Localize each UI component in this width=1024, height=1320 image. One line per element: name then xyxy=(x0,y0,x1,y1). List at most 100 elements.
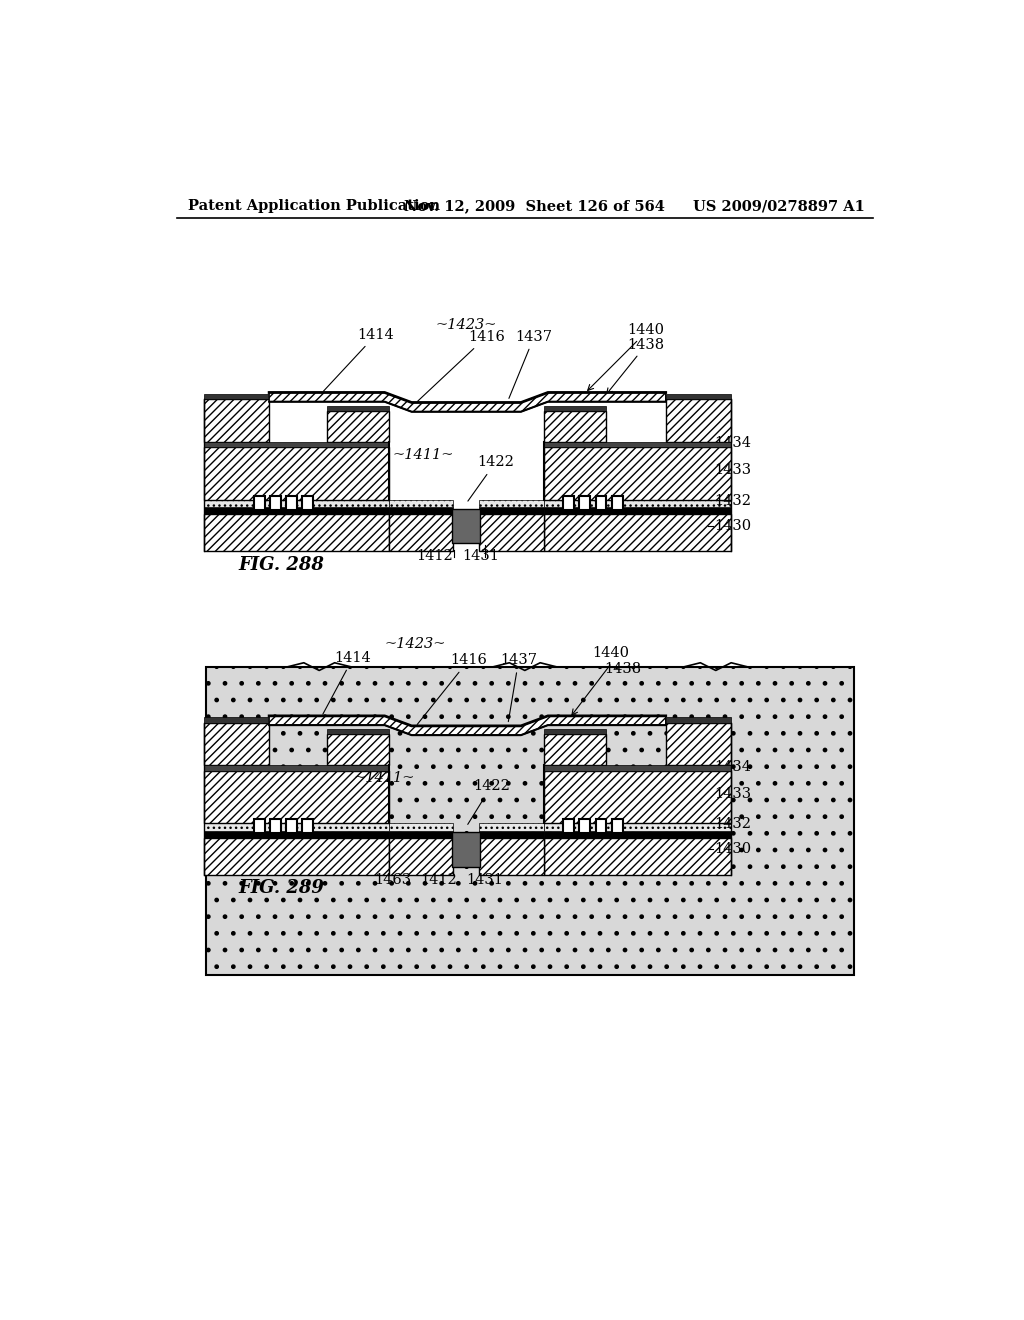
Bar xyxy=(544,405,605,411)
Bar xyxy=(596,495,606,510)
Bar xyxy=(666,718,731,723)
Text: 1422: 1422 xyxy=(468,779,510,825)
Bar xyxy=(596,818,606,833)
Text: 1416: 1416 xyxy=(417,653,487,725)
Bar xyxy=(544,442,731,447)
Text: 1437: 1437 xyxy=(509,330,553,399)
Bar xyxy=(544,830,731,838)
Text: ~1411~: ~1411~ xyxy=(392,447,454,462)
Bar xyxy=(327,405,388,411)
Text: 1434: 1434 xyxy=(714,760,752,774)
Text: 1433: 1433 xyxy=(714,463,752,478)
Bar xyxy=(204,447,388,499)
Bar xyxy=(611,495,623,510)
Text: 1412: 1412 xyxy=(417,549,453,564)
Bar xyxy=(388,499,454,507)
Text: 1432: 1432 xyxy=(714,817,752,832)
Bar xyxy=(479,499,544,507)
Bar xyxy=(544,447,731,499)
Text: FIG. 289: FIG. 289 xyxy=(239,879,325,898)
Bar xyxy=(204,718,269,723)
Bar xyxy=(563,495,574,510)
Bar xyxy=(327,734,388,766)
Text: 1432: 1432 xyxy=(714,494,752,508)
Text: ~1423~: ~1423~ xyxy=(435,318,497,331)
Bar xyxy=(204,400,269,442)
Polygon shape xyxy=(269,392,666,412)
Bar xyxy=(544,771,731,822)
Bar xyxy=(544,766,731,771)
Bar xyxy=(204,771,388,822)
Bar xyxy=(453,832,480,867)
Bar xyxy=(204,395,269,400)
Text: 1434: 1434 xyxy=(714,437,752,450)
Text: 1440: 1440 xyxy=(593,647,630,660)
Bar xyxy=(206,667,854,974)
Bar xyxy=(254,818,264,833)
Bar xyxy=(302,495,313,510)
Text: 1463: 1463 xyxy=(374,873,411,887)
Bar xyxy=(204,723,269,766)
Text: 1412: 1412 xyxy=(420,873,457,887)
Text: Patent Application Publication: Patent Application Publication xyxy=(188,199,440,213)
Bar xyxy=(388,822,454,830)
Bar xyxy=(479,838,544,875)
Bar xyxy=(204,766,388,771)
Text: 1437: 1437 xyxy=(500,653,538,722)
Bar xyxy=(544,729,605,734)
Text: 1440: 1440 xyxy=(628,323,665,337)
Bar xyxy=(479,822,544,830)
Bar xyxy=(254,495,264,510)
Bar xyxy=(327,729,388,734)
Bar xyxy=(302,818,313,833)
Text: 1438: 1438 xyxy=(628,338,665,352)
Bar xyxy=(286,495,297,510)
Bar xyxy=(666,723,731,766)
Bar xyxy=(327,411,388,442)
Bar xyxy=(611,818,623,833)
Bar xyxy=(388,507,454,515)
Text: ~1411~: ~1411~ xyxy=(354,771,416,785)
Bar xyxy=(270,818,281,833)
Text: 1422: 1422 xyxy=(468,455,514,502)
Text: 1414: 1414 xyxy=(323,651,372,714)
Text: 1438: 1438 xyxy=(604,661,641,676)
Text: ~1423~: ~1423~ xyxy=(385,638,446,651)
Bar xyxy=(204,499,388,507)
Text: 1433: 1433 xyxy=(714,787,752,801)
Text: 1416: 1416 xyxy=(418,330,505,401)
Bar xyxy=(544,822,731,830)
Bar xyxy=(580,495,590,510)
Bar xyxy=(204,822,388,830)
Bar xyxy=(388,830,454,838)
Bar xyxy=(544,734,605,766)
Bar xyxy=(544,411,605,442)
Text: 1430: 1430 xyxy=(714,842,752,857)
Bar xyxy=(204,442,388,447)
Bar xyxy=(388,515,454,552)
Bar xyxy=(479,515,544,552)
Bar xyxy=(544,838,731,875)
Bar xyxy=(286,818,297,833)
Bar xyxy=(204,830,388,838)
Text: 1430: 1430 xyxy=(714,519,752,533)
Text: 1431: 1431 xyxy=(463,549,500,564)
Bar xyxy=(544,515,731,552)
Text: Nov. 12, 2009  Sheet 126 of 564: Nov. 12, 2009 Sheet 126 of 564 xyxy=(403,199,665,213)
Text: US 2009/0278897 A1: US 2009/0278897 A1 xyxy=(692,199,864,213)
Text: 1414: 1414 xyxy=(324,327,394,391)
Bar xyxy=(479,507,544,515)
Polygon shape xyxy=(269,715,666,735)
Bar xyxy=(204,515,388,552)
Bar xyxy=(453,508,480,544)
Bar xyxy=(388,838,454,875)
Bar xyxy=(544,499,731,507)
Bar xyxy=(270,495,281,510)
Bar xyxy=(580,818,590,833)
Bar xyxy=(204,838,388,875)
Text: 1431: 1431 xyxy=(466,873,503,887)
Bar xyxy=(563,818,574,833)
Bar xyxy=(479,830,544,838)
Bar xyxy=(666,400,731,442)
Bar xyxy=(204,507,388,515)
